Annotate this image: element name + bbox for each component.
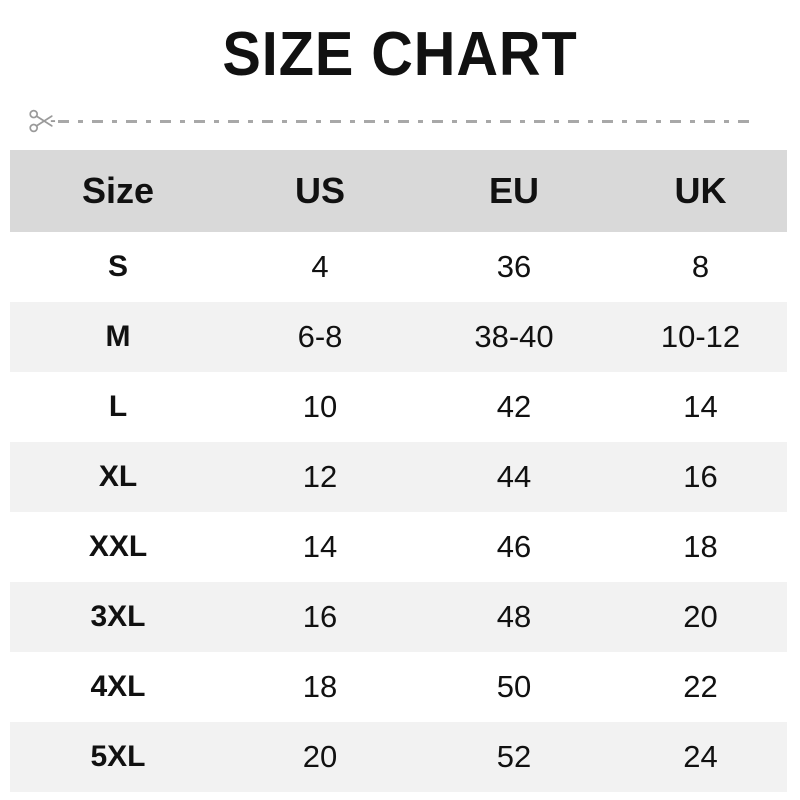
cell-size: 5XL (90, 740, 146, 773)
cell-uk: 18 (683, 529, 718, 564)
cut-line (26, 104, 774, 138)
cell-us: 4 (311, 249, 329, 284)
table-row: XXL 14 46 18 (10, 512, 787, 582)
column-header-us: US (294, 170, 345, 211)
cell-eu: 44 (496, 459, 532, 494)
size-chart-table: Size US EU UK S 4 36 8 M 6-8 38-40 10-12… (10, 150, 787, 792)
table-header: Size US EU UK (10, 150, 787, 232)
table-header-row: Size US EU UK (10, 150, 787, 232)
page-title-container: SIZE CHART (0, 24, 800, 86)
table-row: M 6-8 38-40 10-12 (10, 302, 787, 372)
cell-eu: 48 (496, 599, 532, 634)
table-body: S 4 36 8 M 6-8 38-40 10-12 L 10 42 14 XL… (10, 232, 787, 792)
cell-uk: 24 (683, 739, 718, 774)
table-row: 4XL 18 50 22 (10, 652, 787, 722)
table-row: 5XL 20 52 24 (10, 722, 787, 792)
cell-uk: 22 (683, 669, 718, 704)
column-header-uk: UK (674, 170, 727, 211)
dashed-cut-line (58, 119, 758, 123)
cell-us: 18 (302, 669, 338, 704)
cell-size: 3XL (90, 600, 146, 633)
cell-size: XXL (88, 530, 148, 563)
cell-us: 12 (302, 459, 338, 494)
cell-size: M (105, 320, 131, 353)
cell-us: 10 (302, 389, 338, 424)
cell-uk: 10-12 (660, 319, 741, 354)
column-header-size: Size (81, 170, 155, 211)
cell-size: L (108, 390, 128, 423)
cell-us: 20 (302, 739, 338, 774)
cell-uk: 20 (683, 599, 718, 634)
cell-eu: 52 (496, 739, 532, 774)
cell-eu: 50 (496, 669, 532, 704)
cell-us: 16 (302, 599, 338, 634)
scissors-icon (26, 106, 56, 136)
column-header-eu: EU (488, 170, 539, 211)
cell-eu: 46 (496, 529, 532, 564)
table-row: L 10 42 14 (10, 372, 787, 442)
cell-size: XL (98, 460, 138, 493)
cell-eu: 42 (496, 389, 532, 424)
cell-eu: 36 (496, 249, 532, 284)
cell-us: 14 (302, 529, 338, 564)
cell-us: 6-8 (297, 319, 343, 354)
cell-eu: 38-40 (474, 319, 554, 354)
table-row: 3XL 16 48 20 (10, 582, 787, 652)
cell-size: 4XL (90, 670, 146, 703)
cell-size: S (107, 250, 128, 283)
cell-uk: 8 (691, 249, 710, 284)
cell-uk: 14 (683, 389, 718, 424)
table-row: S 4 36 8 (10, 232, 787, 302)
cell-uk: 16 (683, 459, 718, 494)
page-title: SIZE CHART (222, 20, 578, 89)
table-row: XL 12 44 16 (10, 442, 787, 512)
